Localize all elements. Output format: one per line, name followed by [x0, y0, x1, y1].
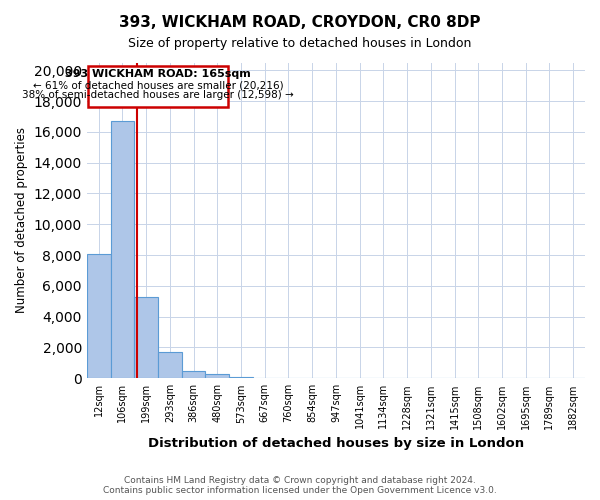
Bar — [229, 377, 253, 378]
Text: 393, WICKHAM ROAD, CROYDON, CR0 8DP: 393, WICKHAM ROAD, CROYDON, CR0 8DP — [119, 15, 481, 30]
Text: 393 WICKHAM ROAD: 165sqm: 393 WICKHAM ROAD: 165sqm — [65, 70, 251, 80]
X-axis label: Distribution of detached houses by size in London: Distribution of detached houses by size … — [148, 437, 524, 450]
Y-axis label: Number of detached properties: Number of detached properties — [15, 128, 28, 314]
Bar — [134, 296, 158, 378]
Bar — [182, 370, 205, 378]
Bar — [205, 374, 229, 378]
FancyBboxPatch shape — [88, 66, 228, 107]
Bar — [158, 352, 182, 378]
Text: ← 61% of detached houses are smaller (20,216): ← 61% of detached houses are smaller (20… — [32, 80, 283, 90]
Bar — [87, 254, 110, 378]
Text: 38% of semi-detached houses are larger (12,598) →: 38% of semi-detached houses are larger (… — [22, 90, 294, 100]
Bar — [110, 121, 134, 378]
Text: Contains HM Land Registry data © Crown copyright and database right 2024.
Contai: Contains HM Land Registry data © Crown c… — [103, 476, 497, 495]
Text: Size of property relative to detached houses in London: Size of property relative to detached ho… — [128, 38, 472, 51]
